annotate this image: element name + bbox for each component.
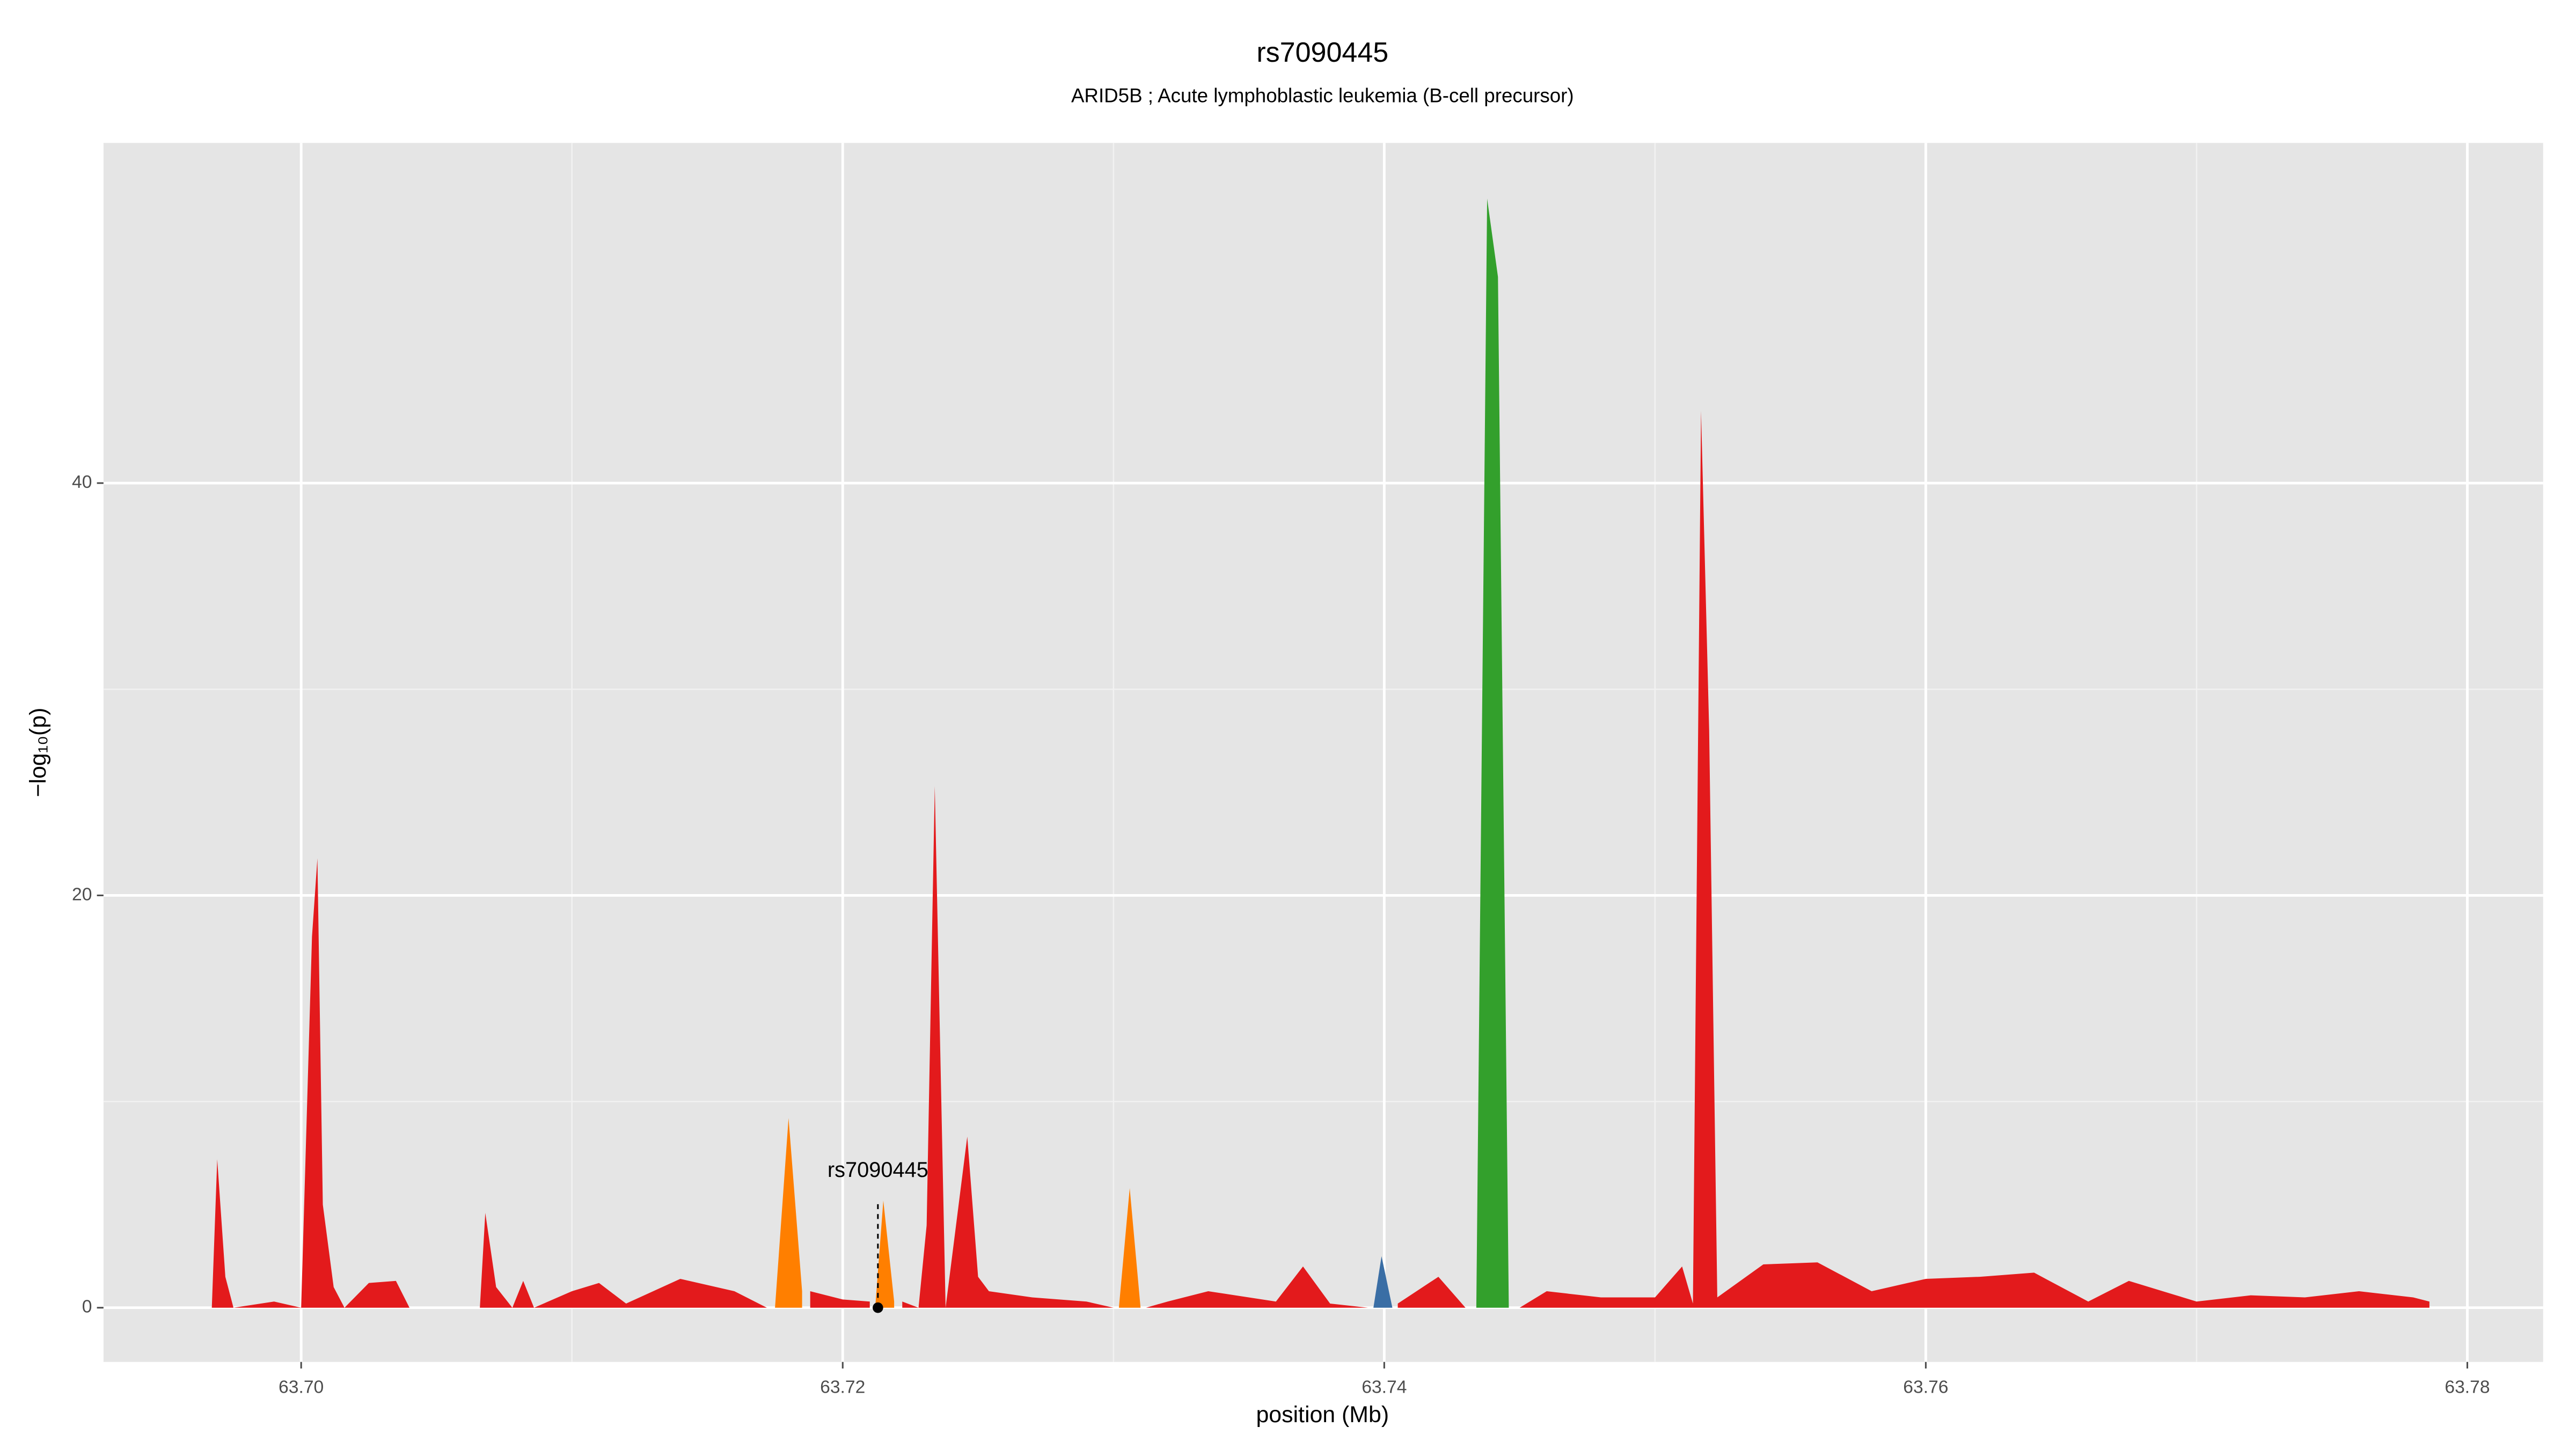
y-axis-label: −log₁₀(p) (25, 708, 51, 797)
x-tick-label: 63.70 (279, 1378, 324, 1397)
x-tick-label: 63.74 (1362, 1378, 1407, 1397)
x-tick-label: 63.78 (2445, 1378, 2490, 1397)
annotation-label: rs7090445 (828, 1158, 928, 1182)
y-tick-label: 40 (72, 472, 92, 492)
chart-subtitle: ARID5B ; Acute lymphoblastic leukemia (B… (1071, 84, 1574, 106)
x-axis-label: position (Mb) (1256, 1402, 1389, 1428)
plot-panel (103, 143, 2543, 1362)
area (1476, 199, 1509, 1308)
annotation-point (873, 1302, 883, 1313)
area (1373, 1256, 1393, 1308)
marks (211, 199, 2429, 1308)
x-tick-label: 63.72 (820, 1378, 865, 1397)
y-tick-label: 20 (72, 884, 92, 904)
y-tick-label: 0 (82, 1297, 92, 1317)
chart-title: rs7090445 (1256, 37, 1388, 68)
x-tick-label: 63.76 (1903, 1378, 1948, 1397)
